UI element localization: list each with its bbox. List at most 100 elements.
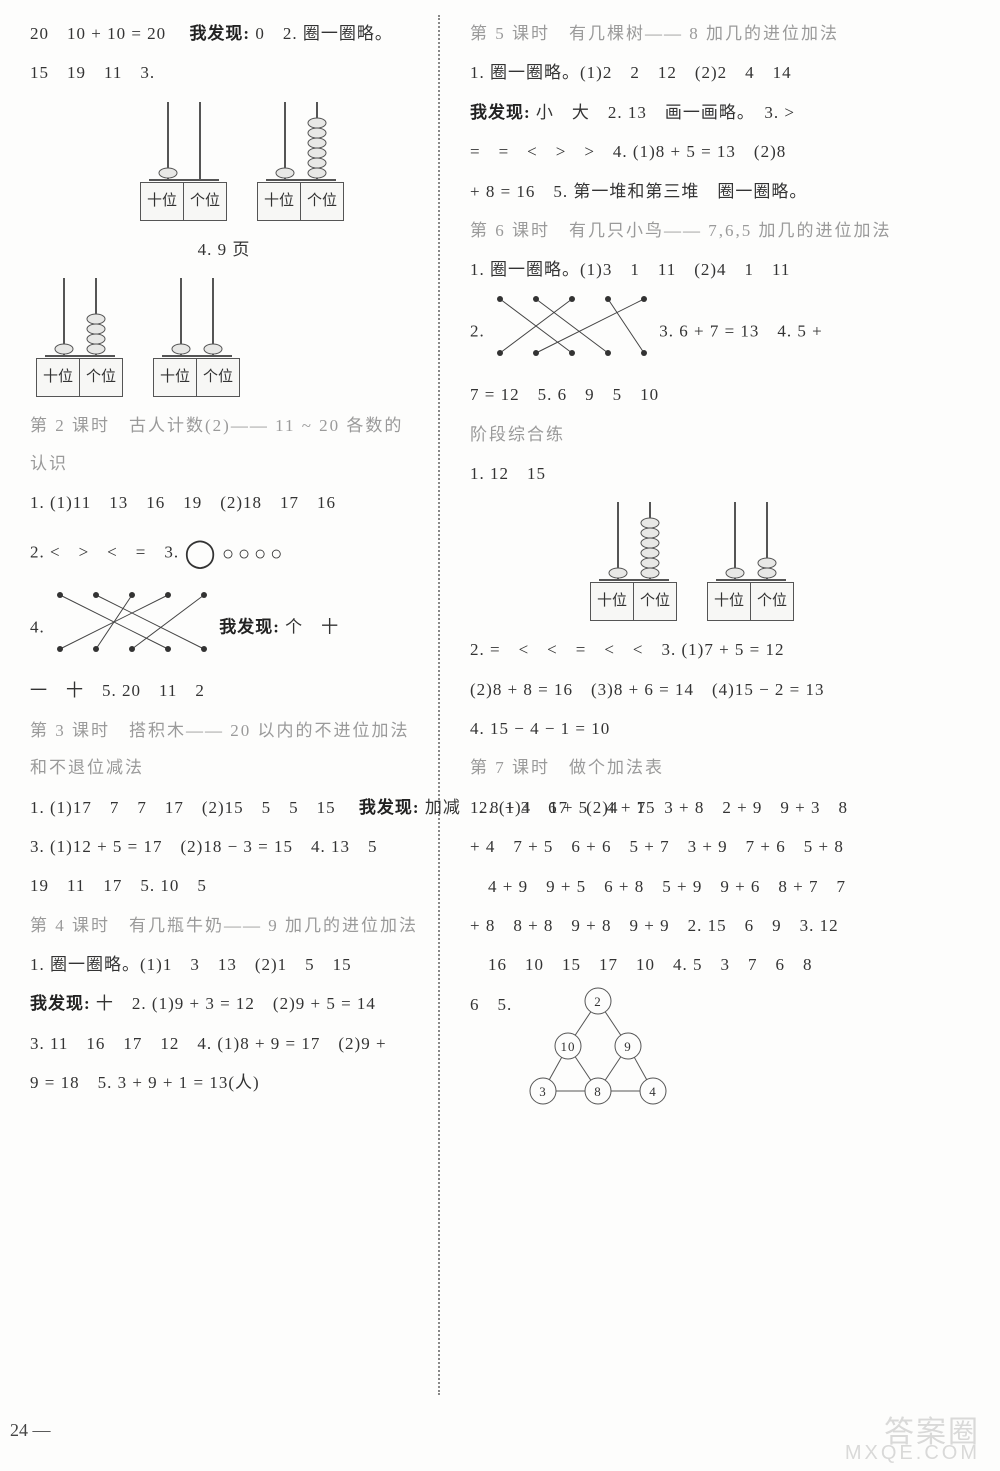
text-bold: 我发现: <box>359 798 420 817</box>
svg-text:3: 3 <box>539 1084 547 1099</box>
svg-text:8: 8 <box>594 1084 602 1099</box>
match-svg <box>50 587 214 657</box>
lesson-heading: 第 2 课时 古人计数(2)—— 11 ~ 20 各数的认识 <box>30 407 418 482</box>
left-column: 20 10 + 10 = 20 我发现: 0 2. 圈一圈略。 15 19 11… <box>10 15 440 1395</box>
text-line: + 4 7 + 5 6 + 6 5 + 7 3 + 9 7 + 6 5 + 8 <box>470 828 960 865</box>
abacus-svg <box>711 498 791 582</box>
text-bold: 我发现: <box>30 994 91 1013</box>
text-line: 2. 3. 6 + 7 = 13 4. 5 + <box>470 291 960 374</box>
text-line: 4. 15 − 4 − 1 = 10 <box>470 710 960 747</box>
matching-diagram <box>490 291 654 374</box>
text-line: 1. (1)17 7 7 17 (2)15 5 5 15 我发现: 加减 2. … <box>30 789 418 826</box>
abacus-labels: 十位 个位 <box>707 582 794 621</box>
tens-label: 十位 <box>708 583 751 620</box>
text-line: 2. < > < = 3. ◯ ○○○○ <box>30 523 418 585</box>
text-line: 我发现: 小 大 2. 13 画一画略。 3. > <box>470 94 960 131</box>
text: 个 十 <box>285 618 339 637</box>
ones-label: 个位 <box>301 183 343 220</box>
text-line: 1. (1)11 13 16 19 (2)18 17 16 <box>30 484 418 521</box>
text-line: 4. 我发现: 个 十 <box>30 587 418 670</box>
abacus: 十位 个位 <box>707 498 794 621</box>
text: 3. 6 + 7 = 13 4. 5 + <box>659 321 823 340</box>
text-line: (2)8 + 8 = 16 (3)8 + 6 = 14 (4)15 − 2 = … <box>470 671 960 708</box>
text: 2. <box>470 321 485 340</box>
match-svg <box>490 291 654 361</box>
section-heading: 阶段综合练 <box>470 416 960 453</box>
abacus-labels: 十位 个位 <box>140 182 227 221</box>
abacus-group: 十位 个位 十位 个位 <box>590 498 960 621</box>
tens-label: 十位 <box>154 359 197 396</box>
text-line: 我发现: 十 2. (1)9 + 3 = 12 (2)9 + 5 = 14 <box>30 985 418 1022</box>
big-circle-icon: ◯ <box>184 538 216 569</box>
tens-label: 十位 <box>258 183 301 220</box>
text-line: 19 11 17 5. 10 5 <box>30 867 418 904</box>
text: 十 2. (1)9 + 3 = 12 (2)9 + 5 = 14 <box>96 994 376 1013</box>
abacus-labels: 十位 个位 <box>153 358 240 397</box>
text-line: 1. 12 15 <box>470 455 960 492</box>
abacus-group: 十位 个位 十位 个位 <box>36 274 418 397</box>
abacus-svg <box>261 98 341 182</box>
ones-label: 个位 <box>184 183 226 220</box>
text-line: + 8 8 + 8 9 + 8 9 + 9 2. 15 6 9 3. 12 <box>470 907 960 944</box>
ones-label: 个位 <box>751 583 793 620</box>
text-line: 9 = 18 5. 3 + 9 + 1 = 13(人) <box>30 1064 418 1101</box>
text-line: 15 19 11 3. <box>30 54 418 91</box>
text: 4. <box>30 618 45 637</box>
lesson-heading: 第 6 课时 有几只小鸟—— 7,6,5 加几的进位加法 <box>470 212 960 249</box>
lesson-heading: 第 5 课时 有几棵树—— 8 加几的进位加法 <box>470 15 960 52</box>
text-bold: 我发现: <box>189 24 250 43</box>
text-line: = = < > > 4. (1)8 + 5 = 13 (2)8 <box>470 133 960 170</box>
text-bold: 我发现: <box>470 103 531 122</box>
svg-text:4: 4 <box>649 1084 657 1099</box>
abacus: 十位 个位 <box>257 98 344 221</box>
text: 20 10 + 10 = 20 <box>30 24 184 43</box>
abacus: 十位 个位 <box>36 274 123 397</box>
svg-text:2: 2 <box>594 994 602 1009</box>
abacus: 十位 个位 <box>153 274 240 397</box>
matching-diagram <box>50 587 214 670</box>
abacus-labels: 十位 个位 <box>36 358 123 397</box>
abacus: 十位 个位 <box>590 498 677 621</box>
abacus-group: 十位 个位 十位 个位 <box>140 98 418 221</box>
ones-label: 个位 <box>80 359 122 396</box>
ones-label: 个位 <box>634 583 676 620</box>
text-line: 4 + 9 9 + 5 6 + 8 5 + 9 9 + 6 8 + 7 7 <box>470 868 960 905</box>
text: 2. < > < = 3. <box>30 543 179 562</box>
tens-label: 十位 <box>141 183 184 220</box>
lesson-heading: 第 7 课时 做个加法表 <box>470 749 960 786</box>
text-line: 3. (1)12 + 5 = 17 (2)18 − 3 = 15 4. 13 5 <box>30 828 418 865</box>
text-line: 16 10 15 17 10 4. 5 3 7 6 8 <box>470 946 960 983</box>
abacus-svg <box>157 274 237 358</box>
text-line: 6 5. 2 10 9 3 8 4 <box>470 986 960 1124</box>
text-line: 3. 11 16 17 12 4. (1)8 + 9 = 17 (2)9 + <box>30 1025 418 1062</box>
watermark-url: MXQE.COM <box>845 1442 980 1465</box>
abacus: 十位 个位 <box>140 98 227 221</box>
tens-label: 十位 <box>591 583 634 620</box>
page-number: 24 — <box>10 1420 51 1441</box>
svg-text:10: 10 <box>560 1039 575 1054</box>
text-line: 1. 圈一圈略。(1)1 3 13 (2)1 5 15 <box>30 946 418 983</box>
abacus-labels: 十位 个位 <box>257 182 344 221</box>
svg-text:9: 9 <box>624 1039 632 1054</box>
ones-label: 个位 <box>197 359 239 396</box>
text: 6 5. <box>470 995 512 1014</box>
abacus-svg <box>594 498 674 582</box>
text-line: + 8 = 16 5. 第一堆和第三堆 圈一圈略。 <box>470 173 960 210</box>
text: 小 大 2. 13 画一画略。 3. > <box>536 103 795 122</box>
triangle-diagram: 2 10 9 3 8 4 <box>528 986 673 1124</box>
text-line: 1. 圈一圈略。(1)2 2 12 (2)2 4 14 <box>470 54 960 91</box>
abacus-svg <box>40 274 120 358</box>
text-line: 7 = 12 5. 6 9 5 10 <box>470 376 960 413</box>
text-line: 一 十 5. 20 11 2 <box>30 672 418 709</box>
abacus-labels: 十位 个位 <box>590 582 677 621</box>
text-line: 1. 圈一圈略。(1)3 1 11 (2)4 1 11 <box>470 251 960 288</box>
small-circles-icon: ○○○○ <box>222 543 286 565</box>
text-line: 4. 9 页 <box>30 231 418 268</box>
right-column: 第 5 课时 有几棵树—— 8 加几的进位加法 1. 圈一圈略。(1)2 2 1… <box>440 15 980 1395</box>
text-line: 1. 8 + 3 6 + 5 4 + 7 3 + 8 2 + 9 9 + 3 8 <box>470 789 960 826</box>
text-line: 20 10 + 10 = 20 我发现: 0 2. 圈一圈略。 <box>30 15 418 52</box>
abacus-svg <box>144 98 224 182</box>
lesson-heading: 第 3 课时 搭积木—— 20 以内的不进位加法和不退位减法 <box>30 712 418 787</box>
text-line: 2. = < < = < < 3. (1)7 + 5 = 12 <box>470 631 960 668</box>
triangle-svg: 2 10 9 3 8 4 <box>528 986 673 1111</box>
